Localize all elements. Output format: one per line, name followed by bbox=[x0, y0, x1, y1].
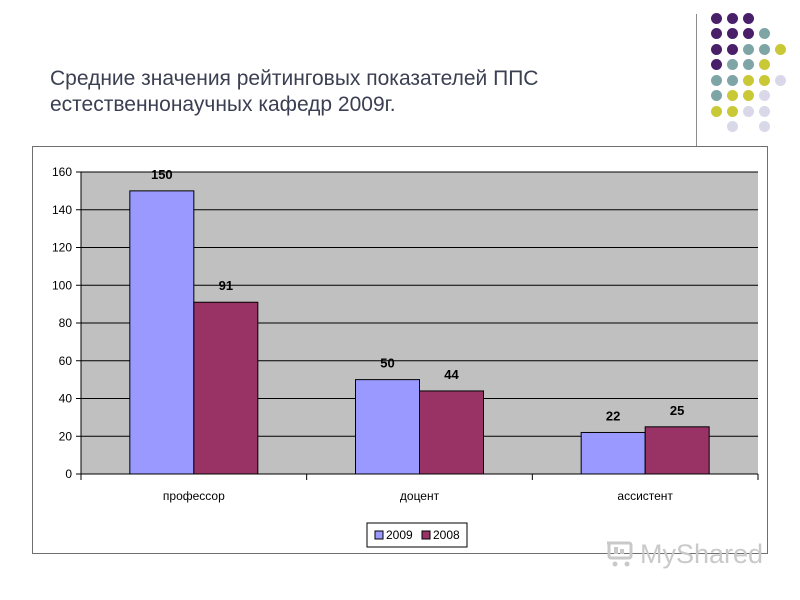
decorative-dot bbox=[742, 43, 754, 55]
y-tick-label: 140 bbox=[52, 203, 72, 217]
data-label: 150 bbox=[151, 167, 173, 182]
bar-chart: 0 20 40 60 80 100 120 140 160 150 91 профессор 50 44 д… bbox=[52, 165, 759, 548]
decorative-dot bbox=[758, 90, 770, 101]
chart-frame: 0 20 40 60 80 100 120 140 160 150 91 профессор 50 44 д… bbox=[32, 146, 768, 554]
decorative-dot bbox=[758, 43, 770, 55]
decorative-dot bbox=[710, 90, 722, 101]
decorative-dot bbox=[710, 28, 722, 39]
decorative-dot bbox=[742, 90, 754, 101]
legend-box bbox=[366, 522, 468, 548]
decorative-dot bbox=[726, 12, 738, 24]
decorative-dot bbox=[726, 28, 738, 39]
data-label: 50 bbox=[380, 356, 394, 371]
y-tick-label: 60 bbox=[59, 354, 73, 368]
y-tick-label: 20 bbox=[59, 429, 73, 443]
decorative-dot bbox=[758, 105, 770, 117]
legend-swatch bbox=[421, 530, 431, 540]
decorative-dot bbox=[742, 105, 754, 117]
title-line-2: естественнонаучных кафедр 2009г. bbox=[50, 93, 396, 116]
bar-2009-3 bbox=[580, 431, 646, 475]
decorative-dot bbox=[742, 74, 754, 86]
decorative-divider bbox=[696, 14, 697, 146]
cart-icon bbox=[607, 541, 633, 567]
decorative-dot bbox=[710, 43, 722, 55]
decorative-dot bbox=[774, 43, 786, 55]
legend-swatch bbox=[374, 530, 384, 540]
bar-2008-3 bbox=[644, 426, 710, 475]
decorative-dot bbox=[726, 74, 738, 86]
y-tick-label: 0 bbox=[65, 467, 72, 481]
watermark-logo: MyShared bbox=[606, 538, 763, 570]
decorative-dot bbox=[742, 12, 754, 24]
bar-2008-1 bbox=[193, 301, 259, 475]
y-tick-label: 120 bbox=[52, 241, 72, 255]
decorative-dot bbox=[726, 90, 738, 101]
data-label: 25 bbox=[670, 403, 684, 418]
decorative-dot bbox=[758, 74, 770, 86]
data-label: 91 bbox=[219, 278, 233, 293]
slide-title: Средние значения рейтинговых показателей… bbox=[50, 66, 670, 118]
x-tick-label: доцент bbox=[400, 489, 440, 503]
decorative-dot bbox=[758, 121, 770, 132]
decorative-dot bbox=[710, 105, 722, 117]
decorative-dot bbox=[710, 59, 722, 70]
decorative-dot bbox=[726, 105, 738, 117]
watermark-text: MyShared bbox=[640, 538, 764, 569]
data-label: 44 bbox=[444, 367, 459, 382]
decorative-dot bbox=[710, 74, 722, 86]
y-tick-label: 100 bbox=[52, 278, 72, 292]
y-tick-label: 160 bbox=[52, 165, 72, 179]
legend-label: 2009 bbox=[386, 528, 413, 542]
decorative-dot bbox=[758, 28, 770, 39]
decorative-dot bbox=[742, 59, 754, 70]
y-tick-label: 80 bbox=[59, 316, 73, 330]
legend-label: 2008 bbox=[433, 528, 460, 542]
y-tick-label: 40 bbox=[59, 392, 73, 406]
decorative-dot bbox=[742, 28, 754, 39]
title-line-1: Средние значения рейтинговых показателей… bbox=[50, 67, 539, 90]
bar-2008-2 bbox=[419, 390, 484, 475]
decorative-dot bbox=[726, 121, 738, 132]
decorative-dot bbox=[758, 59, 770, 70]
decorative-dot bbox=[774, 74, 786, 86]
x-tick-label: ассистент bbox=[617, 489, 673, 503]
decorative-dot bbox=[726, 59, 738, 70]
bar-2009-1 bbox=[129, 190, 195, 475]
data-label: 22 bbox=[606, 408, 620, 423]
x-tick-label: профессор bbox=[163, 489, 225, 503]
decorative-dot bbox=[710, 12, 722, 24]
decorative-dot bbox=[726, 43, 738, 55]
bar-2009-2 bbox=[355, 379, 420, 475]
